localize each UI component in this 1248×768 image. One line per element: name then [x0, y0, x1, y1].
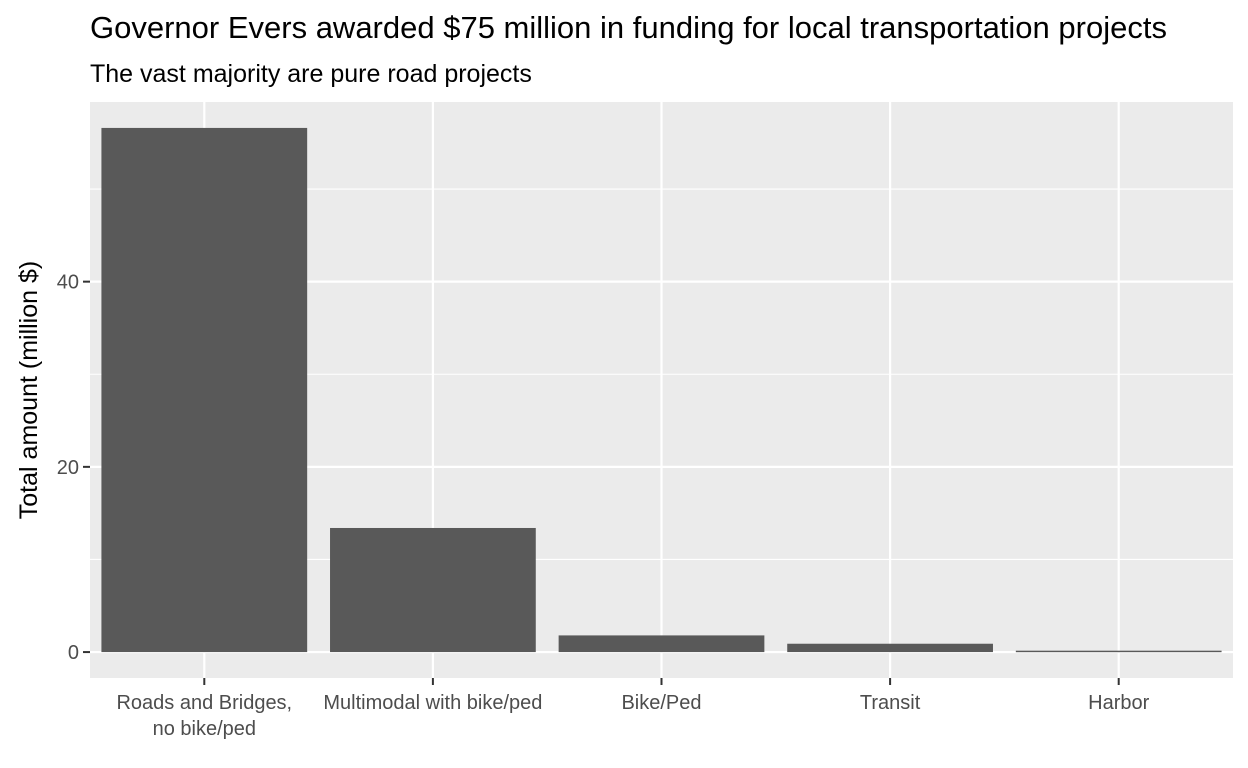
- chart-subtitle: The vast majority are pure road projects: [90, 60, 532, 88]
- x-tick-label: Roads and Bridges,: [116, 692, 292, 714]
- x-tick-label: Multimodal with bike/ped: [323, 692, 542, 714]
- x-tick-label: Transit: [860, 692, 921, 714]
- bar: [330, 527, 536, 653]
- x-tick-label: Harbor: [1088, 692, 1149, 714]
- bar: [558, 635, 765, 653]
- y-tick-label: 40: [57, 272, 79, 294]
- x-tick-label: Bike/Ped: [621, 692, 701, 714]
- y-tick-label: 20: [57, 457, 79, 479]
- x-tick-label: no bike/ped: [153, 718, 256, 740]
- bar: [101, 127, 308, 653]
- y-axis-title: Total amount (million $): [15, 261, 43, 519]
- bar: [787, 643, 993, 653]
- y-tick-label: 0: [68, 642, 79, 664]
- bar: [1015, 650, 1222, 653]
- bars: [101, 127, 1222, 653]
- chart-title: Governor Evers awarded $75 million in fu…: [90, 10, 1167, 45]
- axes: 0 20 40 Roads and Bridges, no bike/ped Multim…: [57, 272, 1150, 740]
